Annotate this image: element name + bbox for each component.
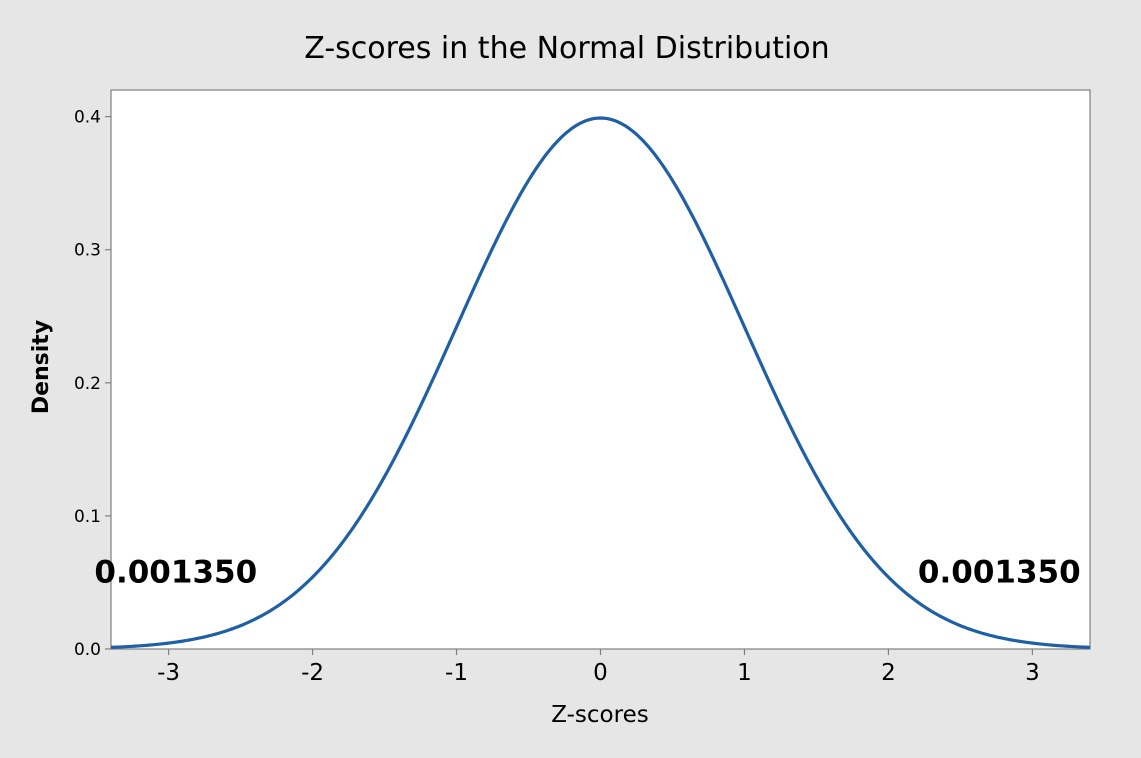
y-tick-label: 0.2 — [74, 374, 101, 394]
chart-title: Z-scores in the Normal Distribution — [304, 31, 829, 66]
y-axis-label: Density — [29, 320, 54, 414]
y-tick-label: 0.1 — [74, 507, 101, 527]
y-tick-label: 0.3 — [74, 241, 101, 261]
x-tick-label: 2 — [881, 660, 896, 686]
y-axis: 0.0 0.1 0.2 0.3 0.4 — [74, 108, 111, 660]
series-layer — [110, 116, 1091, 649]
x-axis: -3 -2 -1 0 1 2 3 — [157, 649, 1040, 686]
tail-probability-label: 0.001350 — [918, 554, 1081, 590]
x-tick-label: 0 — [593, 660, 608, 686]
x-tick-label: -1 — [445, 660, 468, 686]
annotation-layer: 0.001350 0.001350 — [94, 554, 1080, 590]
x-tick-label: -2 — [301, 660, 324, 686]
plot-area — [110, 89, 1091, 650]
y-tick-label: 0.4 — [74, 108, 101, 128]
density-curve — [110, 116, 1091, 649]
x-axis-label: Z-scores — [551, 702, 648, 728]
x-tick-label: 1 — [737, 660, 752, 686]
x-tick-label: -3 — [157, 660, 180, 686]
x-tick-label: 3 — [1025, 660, 1040, 686]
y-tick-label: 0.0 — [74, 640, 101, 660]
tail-probability-label: 0.001350 — [94, 554, 257, 590]
